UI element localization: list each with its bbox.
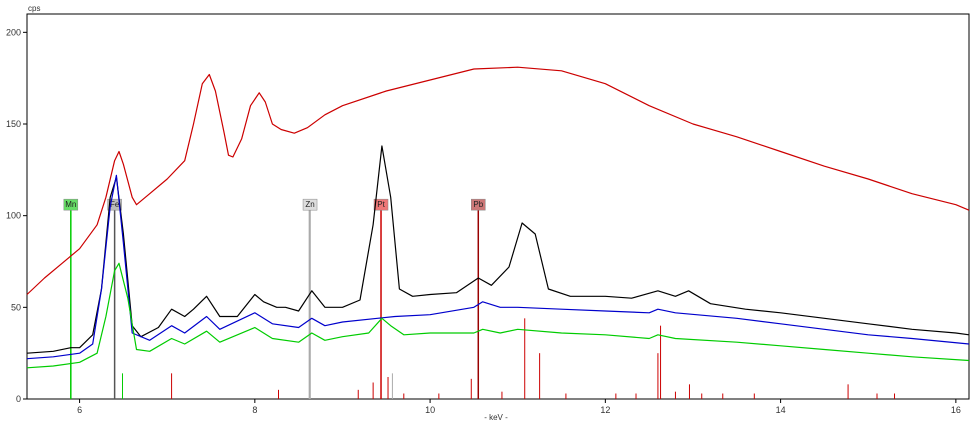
element-label-box-Pt <box>373 198 389 211</box>
x-axis: 6 8 10 12 14 16 <box>77 399 961 415</box>
element-label-Mn: Mn <box>65 200 76 209</box>
x-tick-label-8: 8 <box>252 405 257 415</box>
y-tick-label-50: 50 <box>11 302 21 312</box>
series-layer <box>26 66 970 369</box>
element-label-Zn: Zn <box>305 200 314 209</box>
series-line-2 <box>26 174 970 360</box>
element-label-Pt: Pt <box>377 200 385 209</box>
y-tick-label-100: 100 <box>6 211 21 221</box>
y-axis-unit: cps <box>28 4 40 13</box>
y-tick-label-200: 200 <box>6 27 21 37</box>
x-tick-label-16: 16 <box>951 405 961 415</box>
element-label-box-Zn <box>302 198 318 211</box>
element-label-box-Mn <box>63 198 79 211</box>
element-label-box-Fe <box>107 198 122 211</box>
line-spectra-layer <box>70 210 896 399</box>
x-tick-label-14: 14 <box>776 405 786 415</box>
y-tick-label-0: 0 <box>16 394 21 404</box>
element-markers-layer: Mn Fe Zn Pt Pb <box>63 198 486 399</box>
plot-frame <box>26 13 970 400</box>
x-tick-label-12: 12 <box>600 405 610 415</box>
x-tick-label-10: 10 <box>425 405 435 415</box>
element-label-box-Pb <box>471 198 486 211</box>
element-label-Fe: Fe <box>110 200 120 209</box>
y-axis: 0 50 100 150 200 <box>6 27 27 404</box>
x-tick-label-6: 6 <box>77 405 82 415</box>
series-line-1 <box>26 145 970 354</box>
series-line-0 <box>26 66 970 295</box>
series-line-3 <box>26 262 970 369</box>
element-label-Pb: Pb <box>473 200 483 209</box>
y-tick-label-150: 150 <box>6 119 21 129</box>
x-axis-label: - keV - <box>484 413 508 422</box>
